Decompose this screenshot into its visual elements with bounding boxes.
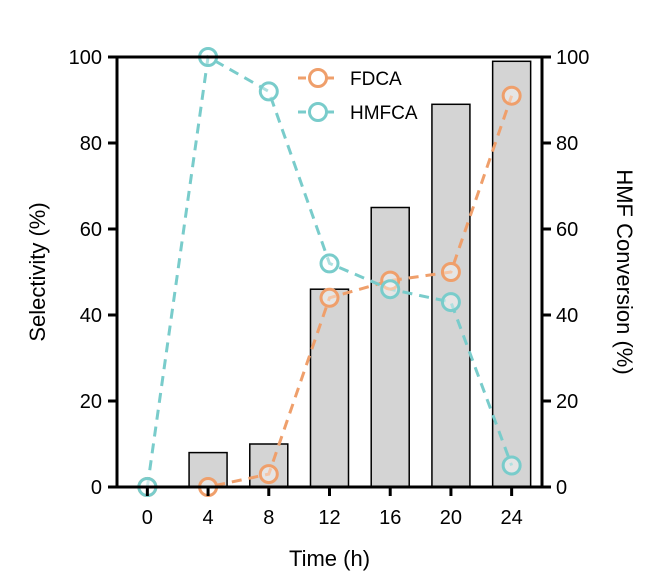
x-axis-title: Time (h): [289, 546, 370, 571]
x-tick-label: 8: [263, 507, 274, 529]
y2-tick-label: 20: [556, 391, 578, 413]
y-tick-label: 80: [80, 133, 102, 155]
y2-tick-label: 40: [556, 305, 578, 327]
legend-marker-hmfca: [308, 102, 328, 122]
point-hmfca-24: [501, 455, 522, 476]
point-fdca-20: [440, 262, 461, 282]
point-fdca-24: [501, 85, 522, 106]
y-axis-title: Selectivity (%): [25, 202, 50, 341]
bar-12: [309, 288, 350, 488]
x-tick-label: 0: [142, 507, 153, 529]
x-tick-label: 12: [318, 507, 340, 529]
legend: FDCA HMFCA: [298, 68, 418, 124]
legend-label-fdca: FDCA: [350, 69, 402, 90]
bar-20: [431, 103, 471, 488]
x-tick-label: 20: [440, 507, 462, 529]
y-tick-label: 60: [80, 219, 102, 241]
x-tick-label: 4: [203, 507, 214, 529]
y2-axis-title: HMF Conversion (%): [612, 169, 637, 374]
bar-16: [370, 206, 410, 488]
legend-marker-fdca: [308, 68, 328, 88]
x-tick-label: 16: [379, 507, 401, 529]
point-fdca-12: [319, 287, 340, 308]
y-tick-label: 100: [69, 47, 102, 69]
y-tick-label: 40: [80, 305, 102, 327]
legend-label-hmfca: HMFCA: [350, 103, 418, 124]
point-hmfca-16: [380, 279, 401, 300]
bars-layer: [188, 60, 532, 488]
y2-tick-label: 100: [556, 47, 589, 69]
point-hmfca-12: [319, 253, 340, 274]
ticks-layer: 0 20 40 60 80 100 0 20 40 60 80 100 0 4 8 12 16 20 24: [69, 47, 590, 529]
x-tick-label: 24: [501, 507, 523, 529]
y2-tick-label: 80: [556, 133, 578, 155]
y-tick-label: 20: [80, 391, 102, 413]
point-hmfca-20: [440, 292, 461, 313]
y-tick-label: 0: [91, 477, 102, 499]
point-hmfca-8: [258, 81, 279, 102]
y2-tick-label: 60: [556, 219, 578, 241]
point-fdca-8: [258, 464, 279, 485]
bar-24: [491, 60, 532, 488]
y2-tick-label: 0: [556, 477, 567, 499]
